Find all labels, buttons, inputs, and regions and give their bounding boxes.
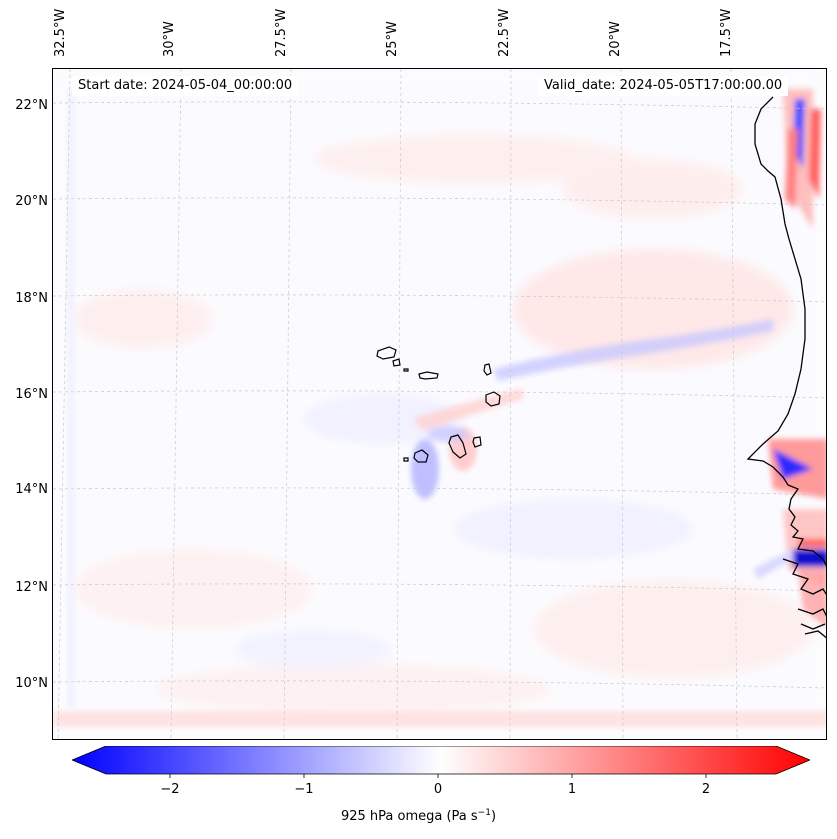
map-panel[interactable]: [52, 68, 827, 740]
lon-label-25w: 25°W: [385, 21, 400, 57]
lat-label-10n: 10°N: [15, 676, 48, 691]
colorbar-tick-marks: [169, 774, 707, 778]
cape-verde-islands: [376, 346, 501, 463]
lon-label-30w: 30°W: [162, 21, 177, 57]
colorbar-label-close: ): [490, 809, 497, 825]
lon-label-22-5w: 22.5°W: [497, 8, 512, 57]
field-background: [53, 69, 826, 739]
colorbar-tick-neg1: −1: [294, 782, 314, 797]
island-wake: [411, 319, 773, 499]
island-brava: [403, 457, 409, 462]
lon-label-17-5w: 17.5°W: [719, 8, 734, 57]
gridlines: [53, 69, 826, 739]
colorbar-label-main: 925 hPa omega (Pa s: [340, 809, 478, 825]
colorbar-tick-0: 0: [433, 782, 443, 797]
start-date-label: Start date: 2024-05-04_00:00:00: [72, 76, 299, 96]
lat-label-20n: 20°N: [15, 194, 48, 209]
lon-label-32-5w: 32.5°W: [53, 8, 68, 57]
colorbar: [72, 746, 810, 778]
lon-label-27-5w: 27.5°W: [274, 8, 289, 57]
island-sao-nicolau: [418, 371, 439, 380]
island-boa-vista: [485, 391, 501, 407]
lat-label-12n: 12°N: [15, 580, 48, 595]
field-bottom-band: [53, 711, 826, 727]
island-santa-luzia: [403, 368, 409, 372]
island-fogo: [413, 449, 429, 463]
colorbar-tick-neg2: −2: [160, 782, 180, 797]
omega-field-map: [53, 69, 826, 739]
colorbar-label-exponent: −1: [477, 808, 491, 818]
lat-label-18n: 18°N: [15, 291, 48, 306]
island-santiago: [448, 434, 467, 459]
colorbar-body: [72, 746, 810, 775]
island-sal: [483, 363, 492, 376]
valid-date-label: Valid_date: 2024-05-05T17:00:00.00: [538, 76, 789, 96]
lat-label-22n: 22°N: [15, 98, 48, 113]
colorbar-tick-2: 2: [701, 782, 711, 797]
lat-label-16n: 16°N: [15, 387, 48, 402]
field-left-band: [67, 89, 75, 709]
colorbar-tick-1: 1: [567, 782, 577, 797]
island-sao-vicente: [392, 358, 401, 367]
lon-label-20w: 20°W: [608, 21, 623, 57]
lat-label-14n: 14°N: [15, 482, 48, 497]
island-santo-antao: [376, 346, 397, 360]
island-maio: [472, 436, 482, 448]
west-africa-coastline: [746, 96, 826, 639]
colorbar-label: 925 hPa omega (Pa s−1): [0, 808, 837, 824]
coastal-signal: [753, 89, 826, 628]
